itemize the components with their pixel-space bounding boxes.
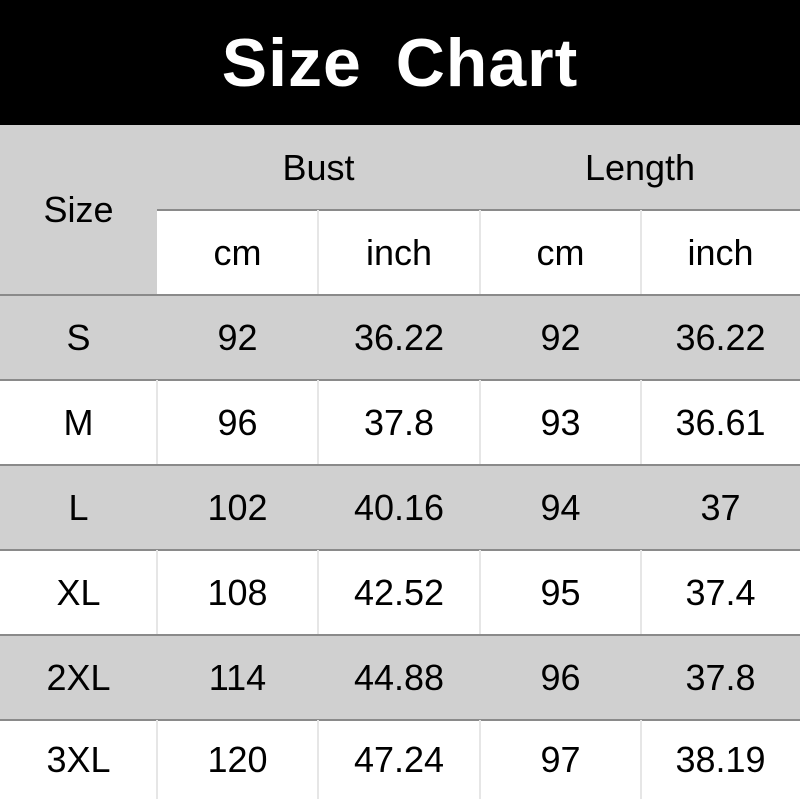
row-divider: [157, 209, 800, 211]
cell-size: 2XL: [0, 635, 157, 720]
column-divider: [317, 720, 319, 799]
cell-length-inch: 36.22: [641, 295, 800, 380]
cell-bust-inch: 36.22: [318, 295, 480, 380]
column-divider: [479, 550, 481, 634]
cell-length-inch: 38.19: [641, 720, 800, 800]
cell-bust-inch: 44.88: [318, 635, 480, 720]
title-bar: Size Chart: [0, 0, 800, 125]
column-divider: [640, 550, 642, 634]
column-divider: [317, 210, 319, 294]
page-title: Size Chart: [221, 24, 579, 101]
cell-length-cm: 93: [480, 380, 641, 465]
column-divider: [479, 380, 481, 464]
column-divider: [317, 380, 319, 464]
cell-size: M: [0, 380, 157, 465]
cell-size: 3XL: [0, 720, 157, 800]
cell-bust-cm: 102: [157, 465, 318, 550]
cell-bust-cm: 114: [157, 635, 318, 720]
cell-bust-inch: 42.52: [318, 550, 480, 635]
cell-bust-inch: 37.8: [318, 380, 480, 465]
cell-length-cm: 96: [480, 635, 641, 720]
cell-length-cm: 92: [480, 295, 641, 380]
header-unit: inch: [318, 210, 480, 295]
cell-length-cm: 97: [480, 720, 641, 800]
header-length: Length: [480, 125, 800, 210]
header-size: Size: [0, 125, 157, 295]
column-divider: [156, 720, 158, 799]
column-divider: [317, 550, 319, 634]
cell-bust-inch: 40.16: [318, 465, 480, 550]
cell-length-inch: 37.4: [641, 550, 800, 635]
column-divider: [640, 380, 642, 464]
row-divider: [0, 549, 800, 551]
cell-size: L: [0, 465, 157, 550]
column-divider: [156, 550, 158, 634]
column-divider: [479, 210, 481, 294]
cell-bust-cm: 92: [157, 295, 318, 380]
row-divider: [0, 379, 800, 381]
cell-length-inch: 37.8: [641, 635, 800, 720]
cell-bust-inch: 47.24: [318, 720, 480, 800]
cell-length-inch: 37: [641, 465, 800, 550]
cell-bust-cm: 120: [157, 720, 318, 800]
row-divider: [0, 464, 800, 466]
cell-size: XL: [0, 550, 157, 635]
column-divider: [156, 380, 158, 464]
row-divider: [0, 719, 800, 721]
cell-bust-cm: 108: [157, 550, 318, 635]
column-divider: [640, 720, 642, 799]
header-bust: Bust: [157, 125, 480, 210]
cell-length-inch: 36.61: [641, 380, 800, 465]
row-divider: [0, 294, 800, 296]
column-divider: [640, 210, 642, 294]
cell-length-cm: 94: [480, 465, 641, 550]
cell-bust-cm: 96: [157, 380, 318, 465]
header-unit: cm: [157, 210, 318, 295]
cell-size: S: [0, 295, 157, 380]
cell-length-cm: 95: [480, 550, 641, 635]
row-divider: [0, 634, 800, 636]
column-divider: [479, 720, 481, 799]
header-unit: inch: [641, 210, 800, 295]
header-unit: cm: [480, 210, 641, 295]
